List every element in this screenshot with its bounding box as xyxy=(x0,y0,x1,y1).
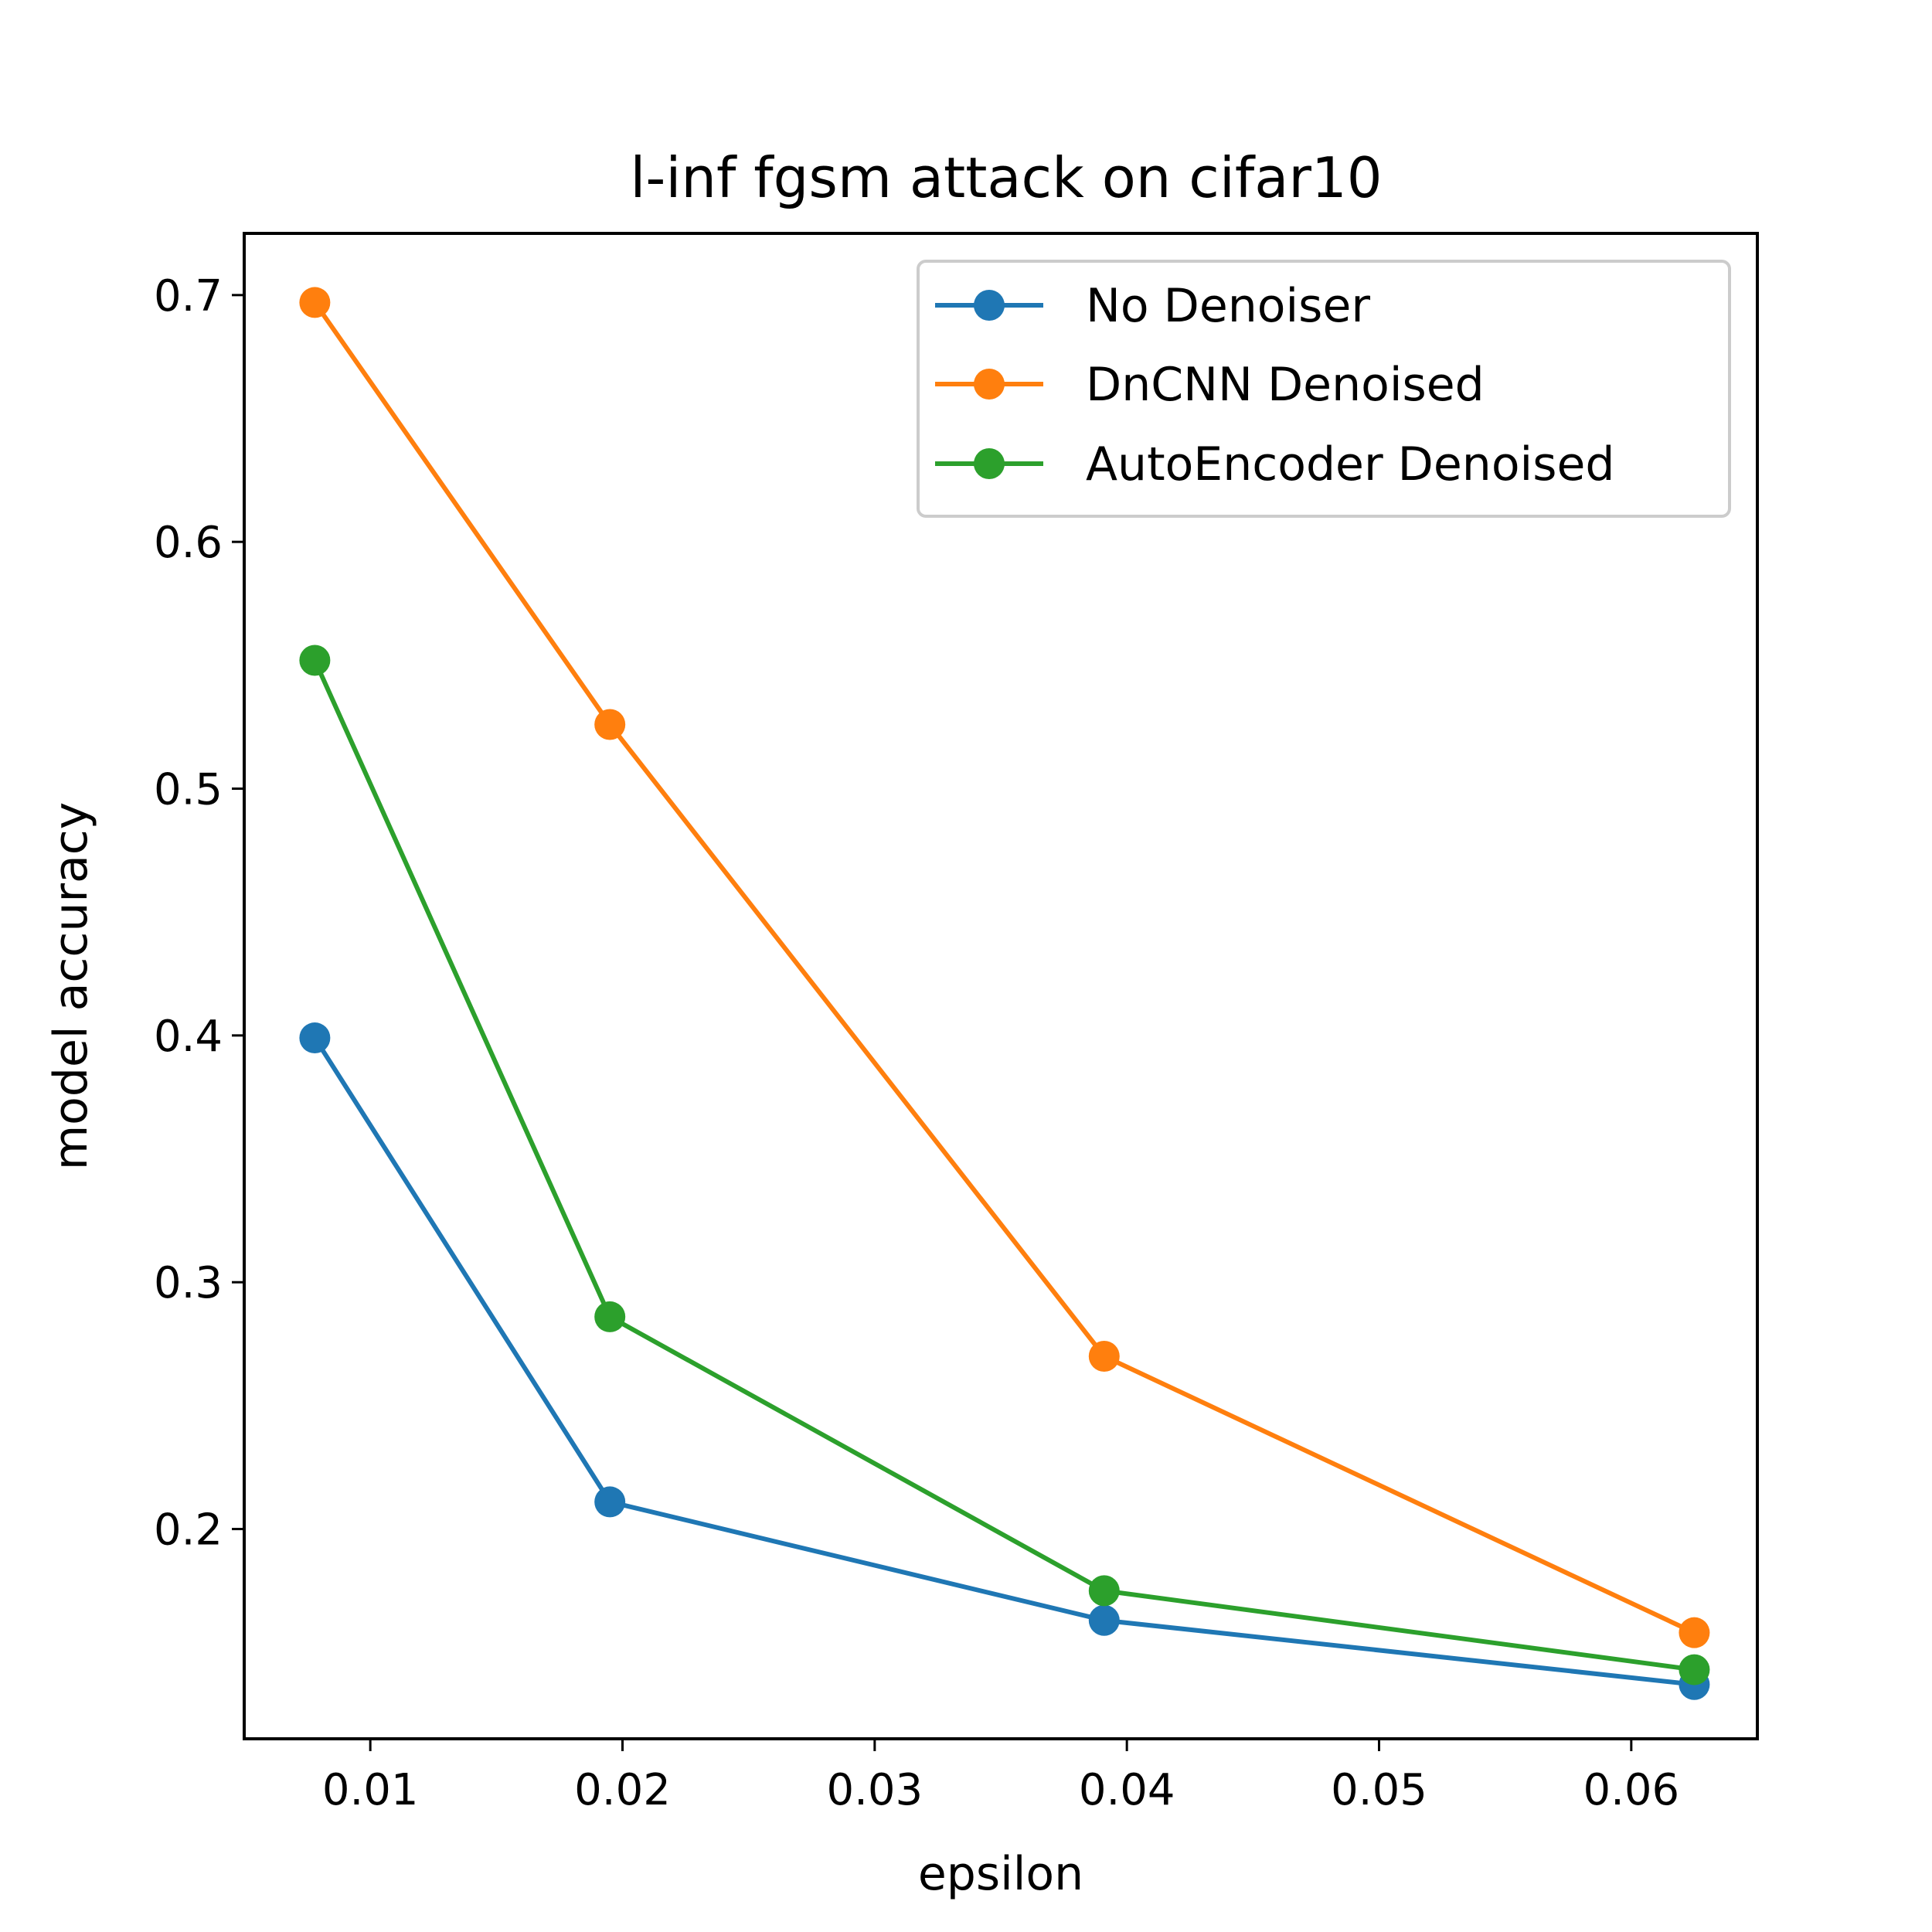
y-tick-label: 0.4 xyxy=(154,1012,223,1062)
data-point xyxy=(594,1486,626,1518)
y-tick-label: 0.5 xyxy=(154,765,223,815)
legend-label: No Denoiser xyxy=(1086,279,1370,333)
data-point xyxy=(299,645,331,676)
data-point xyxy=(299,287,331,318)
x-axis: 0.01 0.02 0.03 0.04 0.05 0.06 xyxy=(322,1739,1679,1815)
data-point xyxy=(1088,1341,1120,1372)
plot-markers xyxy=(299,287,1710,1700)
legend-label: DnCNN Denoised xyxy=(1086,358,1485,412)
x-tick-label: 0.05 xyxy=(1331,1765,1427,1815)
y-axis-label: model accuracy xyxy=(44,802,98,1171)
y-tick-label: 0.6 xyxy=(154,518,223,568)
legend-marker xyxy=(974,290,1005,321)
data-point xyxy=(1679,1654,1710,1685)
series-line-2 xyxy=(312,659,1695,1672)
x-axis-label: epsilon xyxy=(918,1847,1083,1901)
data-point xyxy=(1088,1604,1120,1636)
chart-title: l-inf fgsm attack on cifar10 xyxy=(630,145,1382,210)
x-tick-label: 0.03 xyxy=(826,1765,923,1815)
x-tick-label: 0.02 xyxy=(574,1765,671,1815)
data-point xyxy=(299,1022,331,1054)
data-point xyxy=(594,1301,626,1332)
y-axis: 0.2 0.3 0.4 0.5 0.6 0.7 xyxy=(154,271,244,1556)
legend-label: AutoEncoder Denoised xyxy=(1086,437,1614,492)
series-line-0 xyxy=(312,1036,1695,1687)
plot-frame xyxy=(243,232,1759,1740)
legend-marker xyxy=(974,369,1005,400)
x-tick-label: 0.01 xyxy=(322,1765,419,1815)
legend: No Denoiser DnCNN Denoised AutoEncoder Den… xyxy=(917,260,1731,518)
y-tick-label: 0.3 xyxy=(154,1258,223,1308)
x-tick-label: 0.06 xyxy=(1583,1765,1679,1815)
plot-lines xyxy=(312,301,1696,1687)
y-tick-label: 0.7 xyxy=(154,271,223,321)
legend-box xyxy=(917,260,1731,518)
data-point xyxy=(1679,1617,1710,1648)
legend-marker xyxy=(974,448,1005,479)
data-point xyxy=(594,709,626,740)
y-tick-label: 0.2 xyxy=(154,1505,223,1556)
series-line-1 xyxy=(312,301,1696,1635)
x-tick-label: 0.04 xyxy=(1079,1765,1175,1815)
data-point xyxy=(1088,1575,1120,1607)
